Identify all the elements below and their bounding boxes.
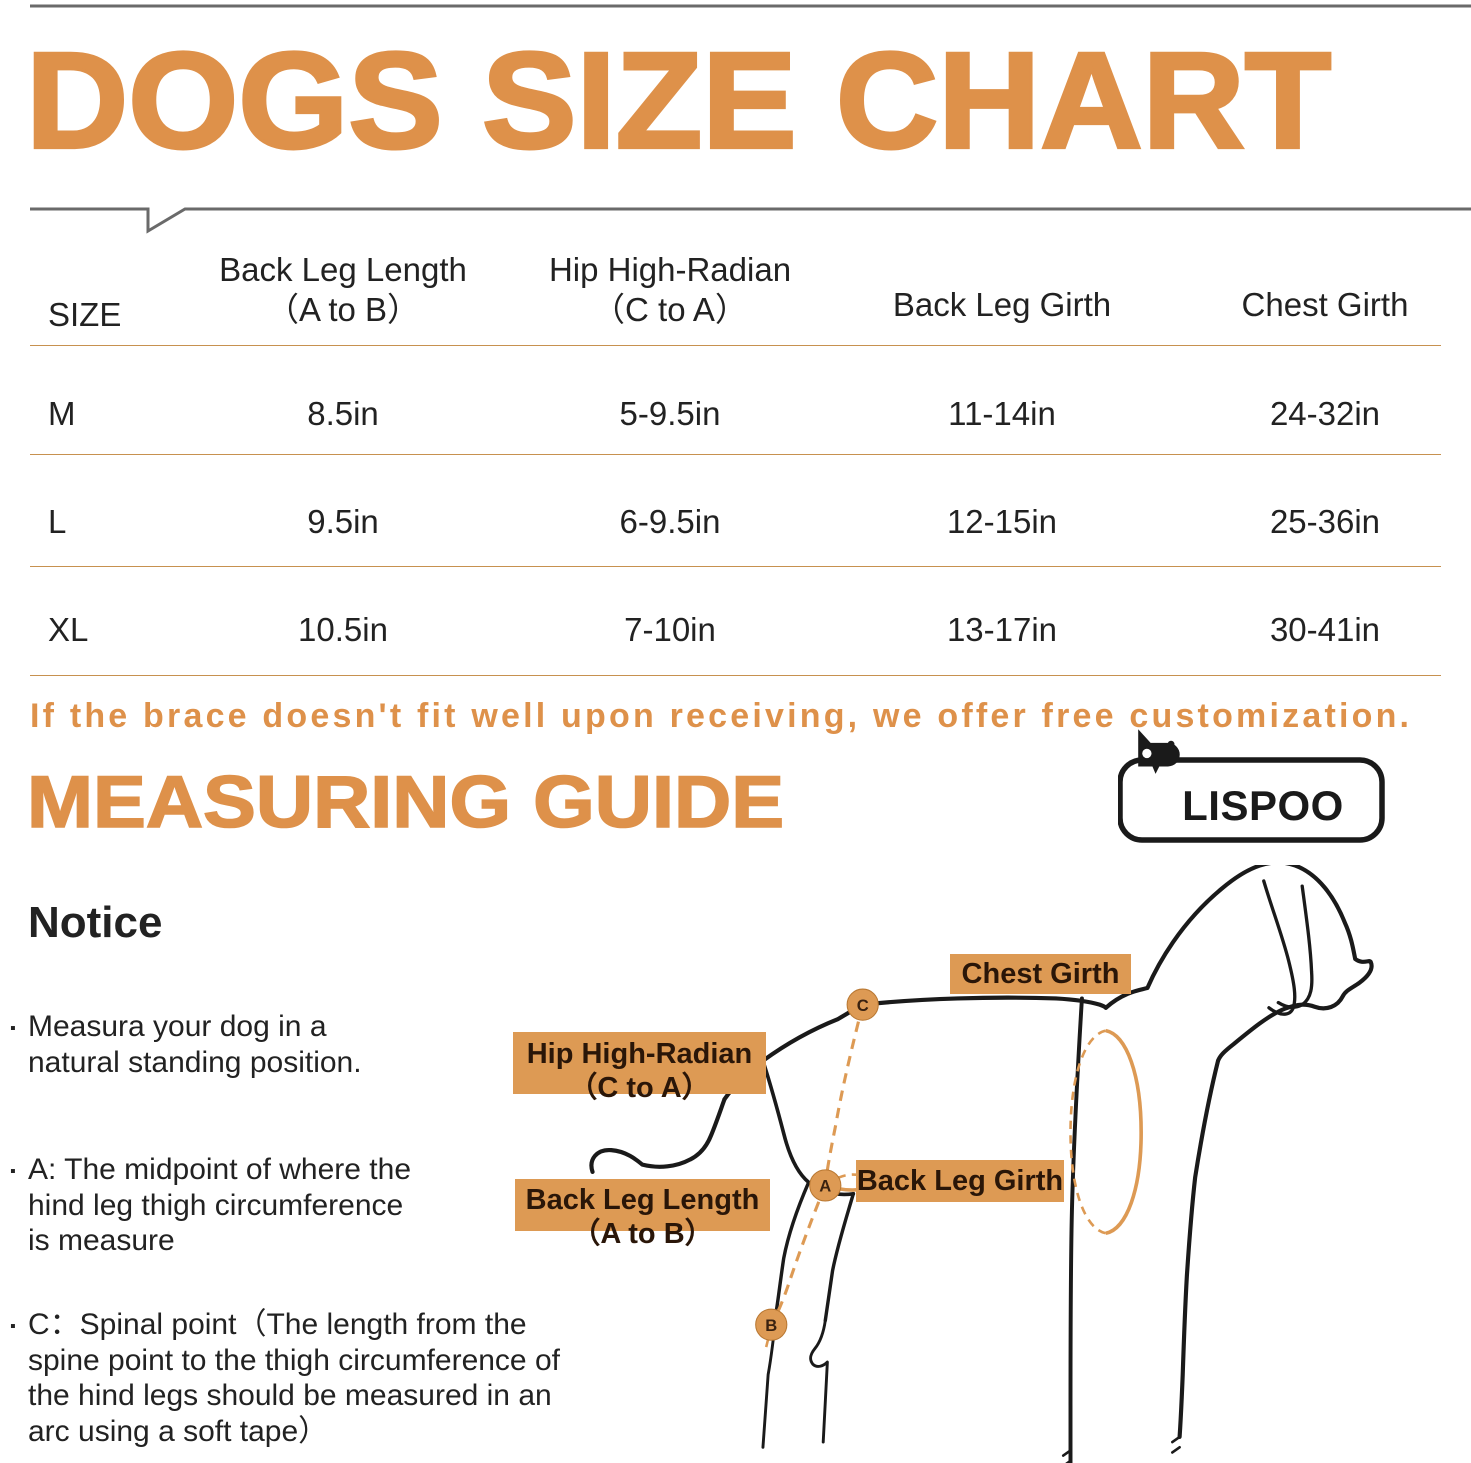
svg-text:A: A xyxy=(819,1177,831,1196)
svg-text:C: C xyxy=(857,996,869,1015)
svg-text:LISPOO: LISPOO xyxy=(1182,782,1344,829)
svg-text:B: B xyxy=(765,1316,777,1335)
